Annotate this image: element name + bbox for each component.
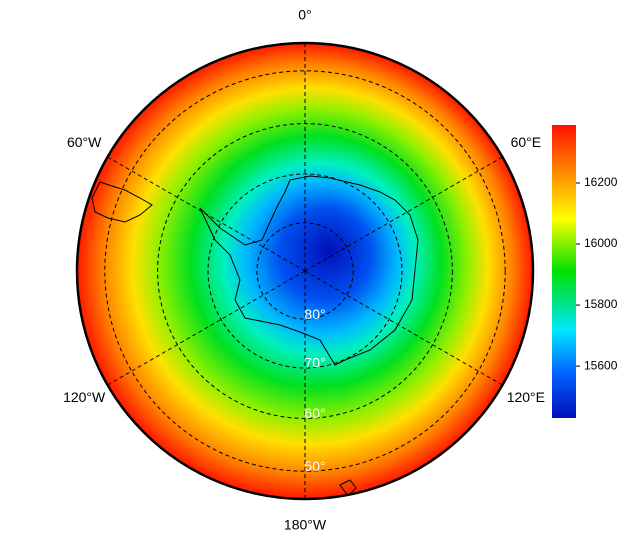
south-america: [91, 181, 153, 223]
graticule: [104, 43, 506, 499]
latitude-label: 60°: [304, 405, 325, 421]
latitude-label: 50°: [304, 458, 325, 474]
latitude-label: 80°: [304, 306, 325, 322]
colorbar-tick-label: 15800: [584, 297, 618, 311]
coastlines: [91, 175, 419, 497]
colorbar-tick-label: 15600: [584, 358, 618, 372]
longitude-label: 180°W: [284, 517, 327, 533]
antarctica: [199, 175, 419, 366]
meridian: [107, 156, 306, 272]
meridian: [107, 270, 306, 386]
map-boundary: [75, 41, 535, 501]
parallel: [207, 173, 403, 369]
latitude-label: 70°: [304, 355, 325, 371]
meridian: [304, 156, 503, 272]
parallel: [104, 70, 506, 472]
parallel: [256, 222, 354, 320]
colorbar-tick-label: 16000: [584, 236, 618, 250]
longitude-label: 120°W: [63, 389, 106, 405]
longitude-label: 120°E: [507, 389, 545, 405]
new-zealand: [339, 479, 357, 497]
meridian: [304, 270, 503, 386]
colorbar: [552, 125, 576, 418]
colorbar-tick-label: 16200: [584, 175, 618, 189]
parallel: [157, 123, 453, 419]
longitude-label: 0°: [298, 7, 311, 23]
longitude-label: 60°E: [511, 134, 542, 150]
longitude-label: 60°W: [67, 134, 102, 150]
